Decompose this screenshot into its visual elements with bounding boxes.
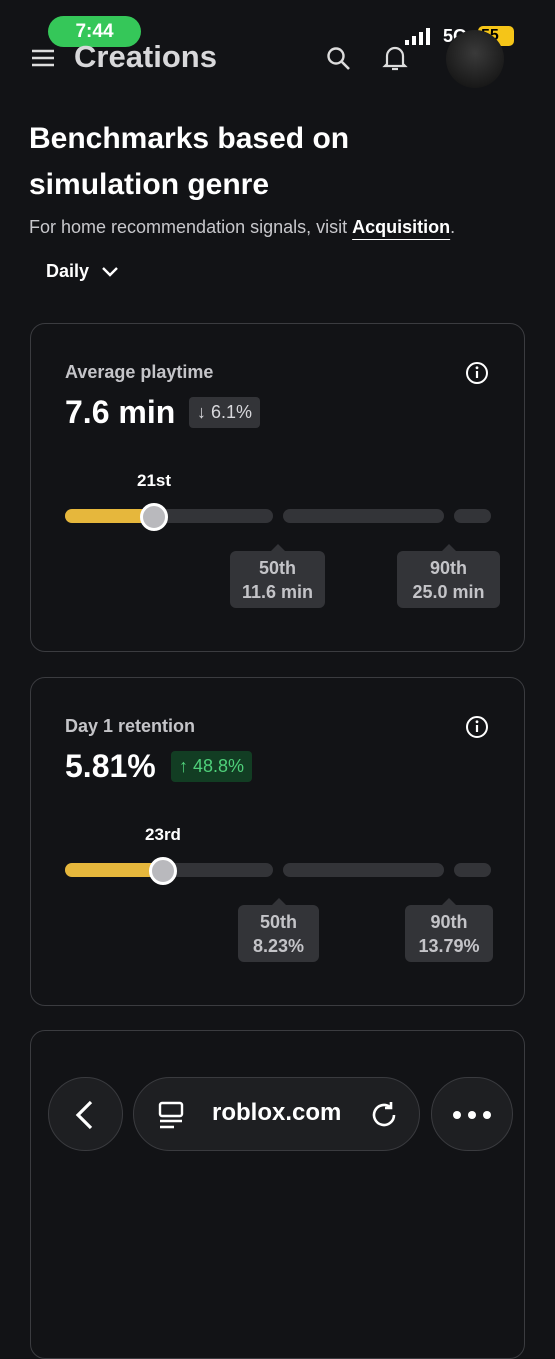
marker-label: 90th (429, 558, 467, 578)
metric-label: Day 1 retention (65, 716, 196, 736)
back-button[interactable] (48, 1077, 123, 1151)
rank-label: 21st (136, 471, 172, 490)
change-badge: ↓ 6.1% (189, 397, 261, 428)
marker-label: 50th (258, 558, 296, 578)
acquisition-link[interactable]: Acquisition (352, 217, 451, 237)
rank-knob (140, 503, 168, 531)
reload-button[interactable] (370, 1100, 400, 1130)
chevron-icon (102, 267, 118, 277)
metric-value: 5.81% (65, 748, 156, 784)
period-label: Daily (46, 261, 90, 281)
info-button[interactable] (465, 715, 489, 739)
period-dropdown[interactable]: Daily (46, 261, 119, 282)
marker-value: 8.23% (252, 936, 305, 956)
status-time: 7:44 (48, 16, 141, 47)
track-segment (454, 863, 491, 877)
tabs-icon (158, 1101, 184, 1129)
change-badge: ↑ 48.8% (171, 751, 253, 782)
metric-card: Average playtime 7.6 min ↓ 6.1% 21st 50t… (30, 323, 525, 652)
info-button[interactable] (465, 361, 489, 385)
more-icon (453, 1111, 491, 1119)
more-button[interactable] (431, 1077, 513, 1151)
marker-value: 13.79% (418, 936, 480, 956)
rank-knob (149, 857, 177, 885)
subtitle-end: . (450, 217, 456, 237)
marker-tooltip: 90th 25.0 min (397, 544, 500, 608)
metric-label: Average playtime (65, 362, 214, 382)
marker-label: 50th (259, 912, 297, 932)
marker-value: 25.0 min (412, 582, 485, 602)
subtitle-text: For home recommendation signals, visit (29, 217, 353, 237)
marker-tooltip: 90th 13.79% (405, 898, 493, 962)
subtitle: For home recommendation signals, visit A… (29, 217, 455, 238)
track-segment (283, 509, 444, 523)
marker-label: 90th (430, 912, 468, 932)
marker-value: 11.6 min (241, 582, 314, 602)
notifications-button[interactable] (382, 45, 408, 73)
url-text: roblox.com (212, 1099, 342, 1126)
search-button[interactable] (326, 46, 352, 72)
track-fill (65, 509, 155, 523)
track-fill (65, 863, 164, 877)
signal-icon (405, 28, 430, 45)
marker-tooltip: 50th 11.6 min (230, 544, 325, 608)
change-value: 6.1% (211, 402, 253, 422)
header-title: Creations (74, 39, 217, 74)
screen: 7:44 5G 55 Creations Benchmarks based on… (29, 16, 525, 1359)
track-segment (283, 863, 444, 877)
page-title: Benchmarks based on simulation genre (29, 122, 350, 201)
page: {"status_bar": {"time": "7:44", "network… (29, 16, 525, 1359)
track-segment (454, 509, 491, 523)
metric-card: Day 1 retention 5.81% ↑ 48.8% 23rd 50th 8… (30, 677, 525, 1006)
menu-button[interactable] (31, 48, 55, 68)
change-value: 48.8% (193, 756, 245, 776)
metric-value: 7.6 min (65, 394, 176, 430)
back-icon (75, 1100, 93, 1130)
marker-tooltip: 50th 8.23% (238, 898, 319, 962)
rank-label: 23rd (145, 825, 181, 844)
url-bar[interactable]: roblox.com (133, 1077, 420, 1151)
avatar[interactable] (446, 30, 504, 88)
